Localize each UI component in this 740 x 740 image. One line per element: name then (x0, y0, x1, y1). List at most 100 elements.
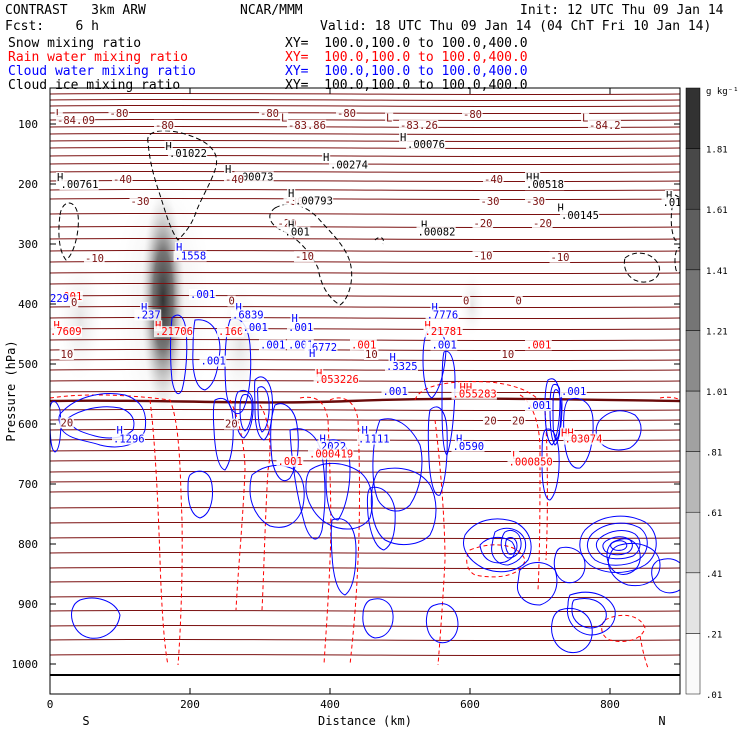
contour-label: 20 (512, 416, 525, 428)
label-bg (451, 440, 485, 452)
contour-label: H (362, 425, 368, 437)
contour-label: .000850 (509, 456, 553, 468)
colorbar-label: .01 (706, 691, 722, 701)
contour-label: H (456, 434, 462, 446)
label-bg (112, 433, 145, 445)
label-bg (462, 295, 471, 307)
label-bg (287, 188, 296, 200)
contour-labels: L-84.09-80-80-80 L-83.86-80 L-83.26-80 L-84… (50, 107, 688, 468)
y-tick-label: 200 (18, 178, 38, 191)
contour-label: .01022 (169, 148, 207, 160)
label-bg (423, 326, 463, 338)
contour-label: 0 (229, 296, 235, 308)
contour-label: -10 (295, 251, 314, 263)
label-bg (381, 386, 409, 398)
colorbar-label: 1.01 (706, 388, 728, 398)
label-bg (56, 172, 65, 183)
label-bg (364, 349, 379, 360)
contour-label: 0 (463, 296, 469, 308)
label-bg (84, 253, 105, 264)
x-axis-south-label: S (82, 714, 89, 728)
label-bg (59, 417, 74, 429)
contour-label: H (225, 164, 231, 176)
contour-label: 10 (502, 349, 515, 361)
label-bg (175, 242, 184, 254)
contour-label: .001 (243, 322, 268, 334)
label-bg (423, 320, 432, 332)
contour-label: H (117, 425, 123, 437)
colorbar-swatch (685, 330, 701, 392)
contour-label: .1558 (175, 251, 207, 263)
valid-time: Valid: 18 UTC Thu 09 Jan 14 (04 ChT Fri … (320, 19, 712, 34)
colorbar-label: 1.21 (706, 327, 728, 337)
colorbar-label: 1.61 (706, 206, 728, 216)
contour-label: .001 (260, 339, 285, 351)
label-bg (283, 196, 305, 207)
label-bg (59, 179, 99, 191)
colorbar-label: .81 (706, 449, 722, 459)
label-bg (451, 388, 497, 400)
label-bg (507, 456, 553, 468)
label-bg (525, 400, 552, 411)
legend-name-cloud-water: Cloud water mixing ratio (8, 64, 196, 79)
label-bg (287, 219, 296, 231)
label-bg (560, 386, 587, 398)
y-tick-label: 300 (18, 238, 38, 251)
label-bg (483, 173, 504, 185)
contour-label: .1111 (358, 434, 390, 446)
label-bg (224, 164, 233, 176)
contour-label: .00761 (61, 179, 99, 191)
label-bg (425, 309, 459, 321)
contour-label: H (288, 188, 294, 200)
colorbar-label: .41 (706, 570, 722, 580)
contour-label: .7776 (427, 309, 459, 321)
legend-name-rain: Rain water mixing ratio (8, 50, 189, 65)
label-bg (112, 173, 133, 185)
label-bg (154, 326, 194, 338)
label-bg (511, 415, 526, 427)
contour-label: H (400, 132, 406, 144)
contour-label: -84.2 (589, 120, 621, 132)
contour-label: H (323, 152, 329, 164)
label-bg (511, 449, 520, 461)
colorbar-swatch (685, 208, 701, 271)
plot-frame (49, 87, 681, 695)
contour-label: .0590 (453, 441, 485, 453)
label-bg (406, 139, 446, 150)
y-tick-label: 1000 (12, 658, 39, 671)
label-bg (430, 339, 458, 351)
colorbar-swatch (685, 633, 701, 695)
contour-label: L (582, 113, 588, 125)
contour-label: H (288, 219, 294, 231)
x-axis-title: Distance (km) (318, 714, 412, 728)
legend-xy-snow: XY= 100.0,100.0 to 100.0,400.0 (285, 36, 528, 51)
y-tick-label: 100 (18, 118, 38, 131)
temperature-contours (50, 92, 680, 657)
contour-label: H (57, 172, 63, 184)
contour-label: .001 (432, 339, 457, 351)
contour-label: -40 (484, 174, 503, 186)
contour-label: L (281, 113, 287, 125)
contour-label: H (141, 302, 147, 314)
contour-label: .3325 (386, 361, 418, 373)
contour-label: 10 (365, 349, 378, 361)
cloud-ice-boundary (374, 236, 384, 245)
contour-label: .000419 (309, 449, 353, 461)
contour-label: .013 (663, 197, 688, 209)
legend-xy-cloud-ice: XY= 100.0,100.0 to 100.0,400.0 (285, 78, 528, 93)
contour-label: -40 (225, 174, 244, 186)
colorbar-label: 1.41 (706, 267, 728, 277)
x-tick-label: 400 (320, 698, 340, 711)
label-bg (525, 196, 546, 207)
contour-label: .03074 (565, 434, 603, 446)
label-bg (224, 173, 245, 185)
contour-label: .160 (218, 326, 243, 338)
label-bg (560, 427, 575, 439)
legend-xy-cloud-water: XY= 100.0,100.0 to 100.0,400.0 (285, 64, 528, 79)
label-bg (168, 148, 208, 159)
label-bg (525, 339, 552, 351)
contour-label: .1296 (113, 434, 145, 446)
contour-label: -10 (85, 253, 104, 265)
contour-label: -10 (474, 251, 493, 263)
label-bg (234, 302, 243, 314)
